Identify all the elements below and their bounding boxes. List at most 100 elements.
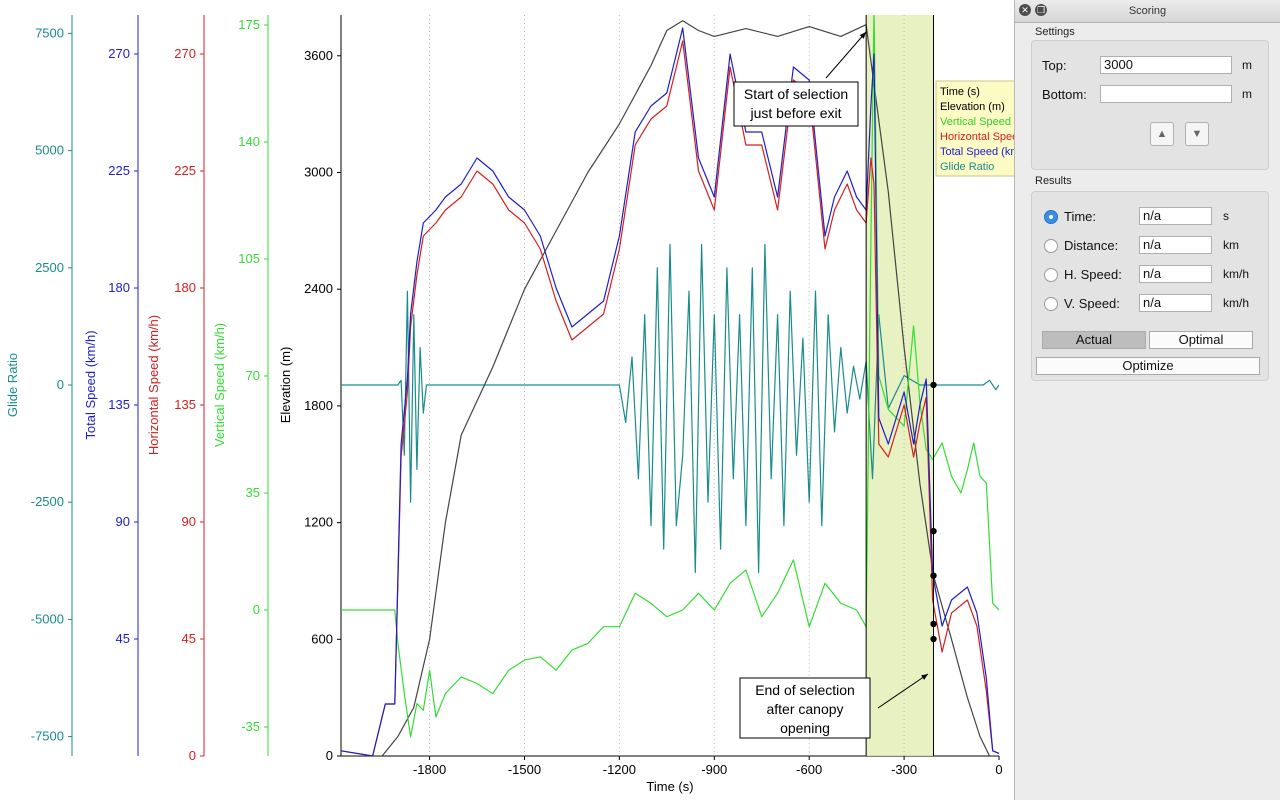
x-axis: -1800 -1500 -1200 -900 -600 -300 0 Time (s) — [341, 755, 1003, 794]
bottom-input[interactable] — [1100, 85, 1232, 103]
y-tick-label: 45 — [116, 631, 130, 646]
annotation-0: Start of selection just before exit — [733, 31, 867, 127]
y-tick-label: 270 — [108, 46, 130, 61]
y-tick-label: 225 — [108, 163, 130, 178]
close-icon[interactable]: ✕ — [1019, 4, 1031, 16]
panel-titlebar: ✕ ❐ Scoring — [1015, 0, 1280, 23]
tooltip-label: Elevation (m) — [940, 101, 1005, 113]
y-axis-4: 3600 3000 2400 1800 1200 600 0 Elevation (m) — [278, 15, 342, 763]
annotation-text: Start of selection — [744, 86, 848, 102]
v-speed-value: n/a — [1139, 294, 1212, 312]
y-tick-label: 175 — [238, 17, 260, 32]
y-tick-label: 600 — [311, 631, 333, 646]
top-unit: m — [1242, 58, 1252, 72]
x-tick-label: -1500 — [508, 762, 541, 777]
tooltip-box — [935, 80, 1014, 177]
bottom-label: Bottom: — [1042, 87, 1087, 102]
annotation-text: End of selection — [755, 682, 855, 698]
restore-icon[interactable]: ❐ — [1035, 4, 1047, 16]
top-input[interactable]: 3000 — [1100, 56, 1232, 74]
series-line-glide-ratio — [341, 243, 999, 574]
annotation-text: after canopy — [766, 701, 843, 717]
annotation-arrow — [825, 31, 867, 79]
multi-axis-chart[interactable]: 7500 5000 2500 0 -2500 -5000 -7500 Glide Ratio 2… — [0, 0, 1014, 800]
move-up-button[interactable]: ▲ — [1150, 122, 1174, 146]
h-speed-value: n/a — [1139, 265, 1212, 283]
distance-radio[interactable] — [1044, 239, 1058, 253]
panel-title: Scoring — [1128, 5, 1167, 17]
annotation-text: just before exit — [749, 105, 841, 121]
y-tick-label: 3600 — [304, 48, 333, 63]
y-tick-label: 35 — [246, 485, 260, 500]
y-tick-label: 0 — [57, 377, 64, 392]
y-tick-label: 270 — [174, 46, 196, 61]
tooltip-label: Time (s) — [940, 86, 980, 98]
y-tick-label: 180 — [174, 280, 196, 295]
scoring-panel: ✕ ❐ Scoring Settings Top: 3000 m Bottom:… — [1014, 0, 1280, 800]
y-tick-label: 0 — [253, 602, 260, 617]
annotation-box — [739, 677, 871, 739]
distance-value: n/a — [1139, 236, 1212, 254]
y-tick-label: -5000 — [31, 611, 64, 626]
y-tick-label: 105 — [238, 251, 260, 266]
y-tick-label: -7500 — [31, 729, 64, 744]
marker-total-speed-km-h- — [930, 620, 937, 628]
series-line-vertical-speed-km-h- — [341, 15, 999, 738]
y-tick-label: 7500 — [35, 25, 64, 40]
h-speed-radio[interactable] — [1044, 268, 1058, 282]
annotation-text: opening — [780, 720, 830, 736]
annotation-1: End of selection after canopy opening — [739, 673, 929, 739]
bottom-unit: m — [1242, 87, 1252, 101]
tooltip-label: Horizontal Speed (km/h) — [940, 131, 1014, 143]
h-speed-label: H. Speed: — [1064, 267, 1122, 282]
y-tick-label: 2400 — [304, 281, 333, 296]
y-axis-title: Horizontal Speed (km/h) — [146, 315, 161, 455]
annotation-arrow — [877, 673, 929, 709]
optimal-button[interactable]: Optimal — [1149, 331, 1253, 349]
y-axis-title: Total Speed (km/h) — [83, 330, 98, 439]
y-tick-label: 135 — [108, 397, 130, 412]
y-tick-label: 45 — [182, 631, 196, 646]
y-tick-label: 225 — [174, 163, 196, 178]
y-axis-title: Vertical Speed (km/h) — [212, 323, 227, 447]
y-axis-0: 7500 5000 2500 0 -2500 -5000 -7500 Glide Ratio — [5, 15, 73, 756]
top-label: Top: — [1042, 58, 1067, 73]
tooltip-label: Glide Ratio — [940, 161, 994, 173]
y-tick-label: 0 — [326, 748, 333, 763]
hover-tooltip: Time (s)-206.599Elevation (m)927.27Verti… — [935, 80, 1014, 177]
y-tick-label: -35 — [241, 719, 260, 734]
actual-button[interactable]: Actual — [1042, 331, 1146, 349]
x-axis-title: Time (s) — [646, 779, 693, 794]
x-tick-label: -1800 — [413, 762, 446, 777]
time-radio[interactable] — [1044, 210, 1058, 224]
y-tick-label: -2500 — [31, 494, 64, 509]
marker-glide-ratio — [930, 381, 937, 389]
marker-horizontal-speed-km-h- — [930, 635, 937, 643]
series-line-total-speed-km-h- — [341, 27, 999, 756]
y-tick-label: 90 — [116, 514, 130, 529]
distance-unit: km — [1223, 238, 1239, 252]
h-speed-unit: km/h — [1223, 267, 1250, 281]
x-tick-label: -600 — [796, 762, 822, 777]
time-value: n/a — [1139, 207, 1212, 225]
optimize-button[interactable]: Optimize — [1036, 357, 1260, 375]
marker-vertical-speed-km-h- — [930, 527, 937, 535]
settings-label: Settings — [1035, 26, 1075, 38]
y-tick-label: 180 — [108, 280, 130, 295]
annotation-arrowhead — [921, 674, 928, 680]
tooltip-label: Total Speed (km/h) — [940, 146, 1014, 158]
distance-label: Distance: — [1064, 238, 1119, 253]
v-speed-radio[interactable] — [1044, 297, 1058, 311]
time-unit: s — [1223, 209, 1229, 223]
y-tick-label: 0 — [189, 748, 196, 763]
move-down-button[interactable]: ▼ — [1185, 122, 1209, 146]
results-group: Time: n/a s Distance: n/a km H. Speed: n… — [1031, 191, 1269, 381]
annotation-box — [733, 81, 859, 127]
time-label: Time: — [1064, 209, 1097, 224]
y-tick-label: 5000 — [35, 143, 64, 158]
y-axis-title: Elevation (m) — [278, 347, 293, 424]
y-tick-label: 90 — [182, 514, 196, 529]
series-line-horizontal-speed-km-h- — [341, 40, 999, 756]
x-tick-label: 0 — [995, 762, 1002, 777]
y-tick-label: 70 — [246, 368, 260, 383]
